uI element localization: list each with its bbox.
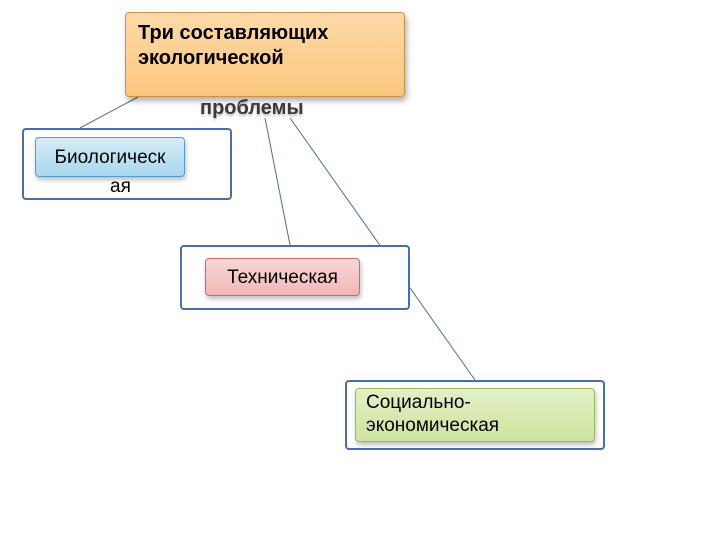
title-box: Три составляющих экологической [125, 12, 405, 97]
node-soc-label: Социально-экономическая [366, 392, 499, 436]
node-soc: Социально-экономическая [355, 388, 595, 442]
title-text-tail: проблемы [200, 97, 304, 120]
node-bio-label: Биологическ [55, 147, 166, 168]
node-tech: Техническая [205, 258, 360, 296]
title-text: Три составляющих экологической [138, 22, 328, 69]
node-bio: Биологическ [35, 137, 185, 177]
node-bio-label-tail: ая [110, 176, 131, 198]
node-tech-label: Техническая [227, 267, 338, 288]
